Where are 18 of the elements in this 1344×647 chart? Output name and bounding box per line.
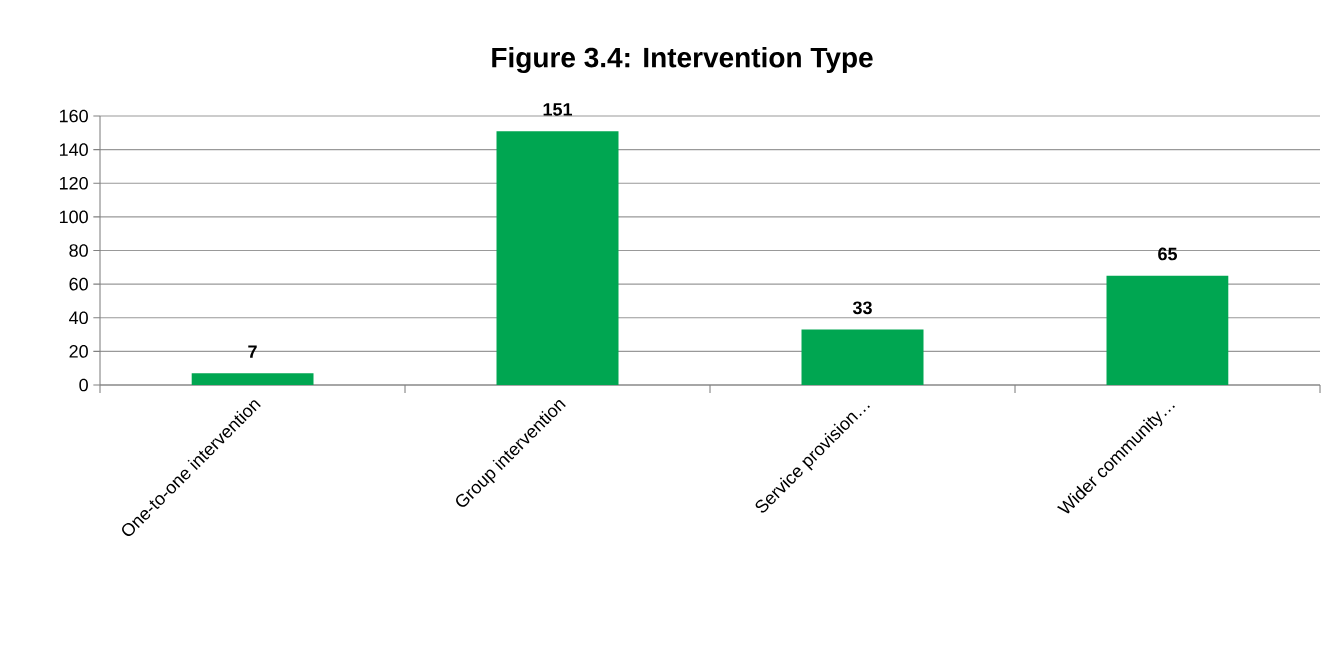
data-label: 65 [1158,247,1178,261]
y-tick-label: 80 [69,244,88,257]
chart-title: Figure 3.4: Intervention Type [492,46,873,74]
bar [1106,275,1229,385]
y-tick-label: 100 [59,210,88,224]
bar [191,373,314,385]
y-tick-label: 0 [79,378,88,392]
data-label: 7 [248,345,257,358]
data-label: 151 [543,103,573,116]
y-tick-label: 20 [69,345,88,358]
y-tick-label: 120 [59,176,88,190]
y-tick-label: 60 [69,277,88,291]
y-tick-label: 40 [69,311,88,325]
y-tick-label: 140 [59,143,88,156]
bar [496,131,619,385]
data-label: 33 [852,301,872,315]
bar [801,329,924,385]
y-tick-label: 160 [59,109,88,123]
